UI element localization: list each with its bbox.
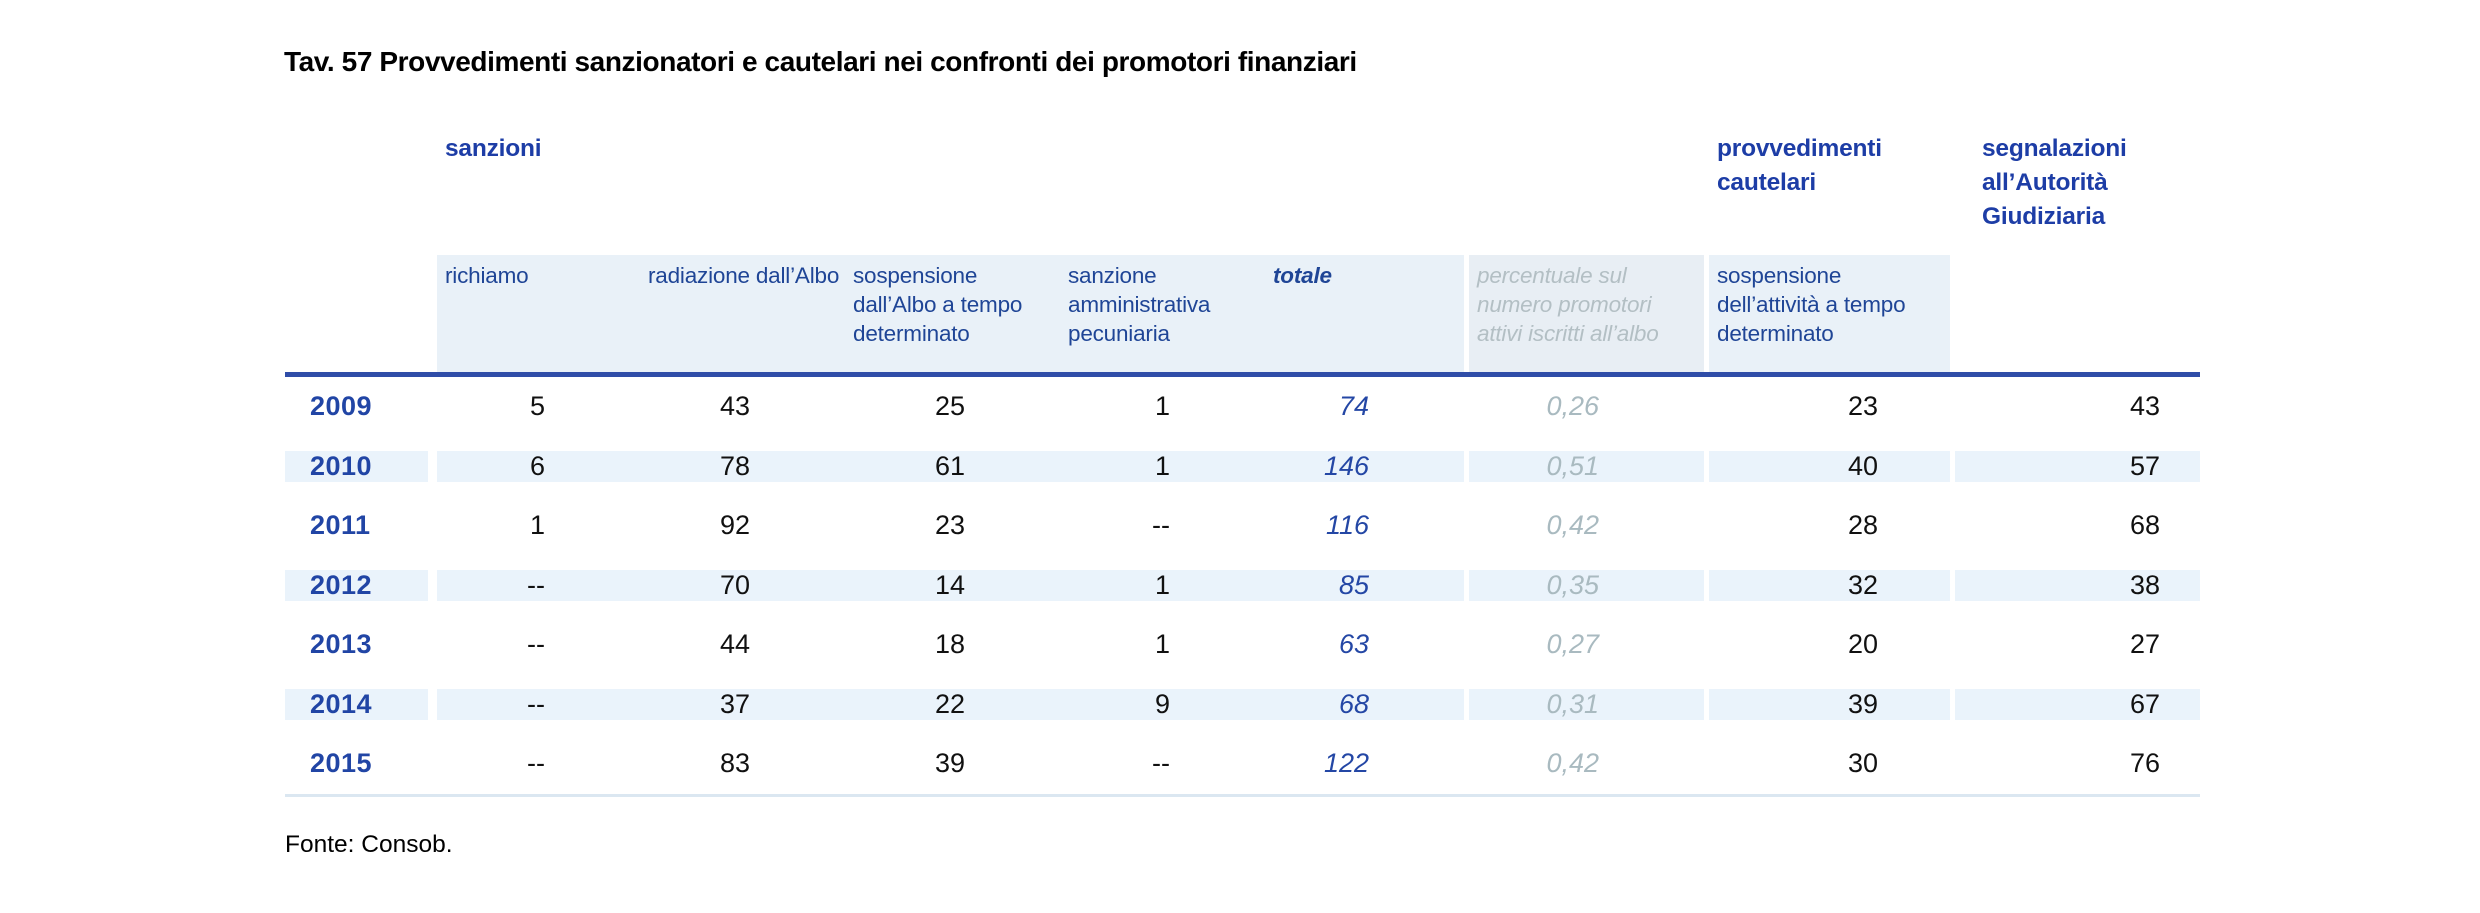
column-header-sospensione-albo: sospensione dall’Albo a tempo determinat… (845, 255, 1060, 372)
radiazione-value: 78 (640, 450, 845, 482)
sanzione-amministrativa-value: 1 (1154, 629, 1170, 660)
sospensione-albo-value: 23 (934, 510, 965, 541)
table-row: 2011 1 92 23 -- 116 0,42 28 68 (285, 496, 2200, 556)
sanctions-table: sanzioni provvedimenti cautelari segnala… (285, 127, 2200, 797)
sanzione-amministrativa-value: 1 (1060, 569, 1265, 601)
year-cell: 2010 (285, 450, 428, 482)
radiazione-value: 70 (640, 569, 845, 601)
table-row: 2013 -- 44 18 1 63 0,27 20 27 (285, 615, 2200, 675)
column-header-sanzione-amministrativa: sanzione amministrativa pecuniaria (1060, 255, 1265, 372)
richiamo-value: 5 (529, 391, 545, 422)
sospensione-albo-value: 22 (845, 688, 1060, 720)
sospensione-attivita-value: 40 (1709, 450, 1950, 482)
radiazione-value: 37 (640, 688, 845, 720)
table-row: 2012 -- 70 14 1 85 0,35 32 38 (285, 556, 2200, 616)
percentuale-value: 0,27 (1546, 629, 1599, 660)
sospensione-albo-value: 25 (934, 391, 965, 422)
segnalazioni-value: 57 (1955, 450, 2200, 482)
group-header-row: sanzioni provvedimenti cautelari segnala… (285, 127, 2200, 255)
year-cell: 2013 (310, 629, 373, 660)
totale-value: 146 (1265, 450, 1464, 482)
year-cell: 2012 (285, 569, 428, 601)
year-cell: 2014 (285, 688, 428, 720)
totale-value: 122 (1323, 748, 1369, 779)
table-row: 2010 6 78 61 1 146 0,51 40 57 (285, 437, 2200, 497)
column-header-row: richiamo radiazione dall’Albo sospension… (285, 255, 2200, 372)
percentuale-value: 0,31 (1469, 688, 1704, 720)
segnalazioni-value: 27 (2129, 629, 2160, 660)
sospensione-attivita-value: 28 (1847, 510, 1878, 541)
percentuale-value: 0,51 (1469, 450, 1704, 482)
column-header-sospensione-attivita: sospensione dell’attività a tempo determ… (1709, 255, 1950, 372)
sospensione-albo-value: 61 (845, 450, 1060, 482)
sospensione-albo-value: 39 (934, 748, 965, 779)
column-header-percentuale: percentuale sul numero promotori attivi … (1469, 255, 1704, 372)
sospensione-albo-value: 14 (845, 569, 1060, 601)
totale-value: 74 (1338, 391, 1369, 422)
source-note: Fonte: Consob. (285, 831, 453, 858)
group-header-segnalazioni: segnalazioni all’Autorità Giudiziaria (1982, 135, 2127, 230)
segnalazioni-value: 67 (1955, 688, 2200, 720)
segnalazioni-value: 76 (2129, 748, 2160, 779)
radiazione-value: 43 (719, 391, 750, 422)
year-cell: 2015 (310, 748, 373, 779)
sospensione-attivita-value: 30 (1847, 748, 1878, 779)
sospensione-attivita-value: 32 (1709, 569, 1950, 601)
segnalazioni-value: 68 (2129, 510, 2160, 541)
totale-value: 85 (1265, 569, 1464, 601)
table-row: 2015 -- 83 39 -- 122 0,42 30 76 (285, 734, 2200, 794)
richiamo-value: 6 (437, 450, 640, 482)
totale-value: 68 (1265, 688, 1464, 720)
totale-value: 116 (1325, 510, 1369, 541)
bottom-rule (285, 793, 2200, 797)
column-header-year-empty (285, 255, 428, 372)
sospensione-attivita-value: 20 (1847, 629, 1878, 660)
segnalazioni-value: 43 (2129, 391, 2160, 422)
year-cell: 2011 (310, 510, 371, 541)
richiamo-value: -- (527, 748, 545, 779)
sanzione-amministrativa-value: 1 (1154, 391, 1170, 422)
group-header-provvedimenti-cautelari: provvedimenti cautelari (1717, 135, 1882, 196)
percentuale-value: 0,42 (1546, 748, 1599, 779)
totale-value: 63 (1338, 629, 1369, 660)
year-cell: 2009 (310, 391, 373, 422)
column-header-totale: totale (1265, 255, 1464, 372)
sanzione-amministrativa-value: -- (1152, 748, 1170, 779)
table-body: 2009 5 43 25 1 74 0,26 23 43 2010 6 78 6… (285, 377, 2200, 794)
percentuale-value: 0,35 (1469, 569, 1704, 601)
column-header-radiazione: radiazione dall’Albo (640, 255, 845, 372)
table-row: 2009 5 43 25 1 74 0,26 23 43 (285, 377, 2200, 437)
richiamo-value: -- (437, 569, 640, 601)
percentuale-value: 0,26 (1546, 391, 1599, 422)
richiamo-value: -- (437, 688, 640, 720)
radiazione-value: 83 (719, 748, 750, 779)
radiazione-value: 44 (719, 629, 750, 660)
sospensione-attivita-value: 23 (1847, 391, 1878, 422)
table-row: 2014 -- 37 22 9 68 0,31 39 67 (285, 675, 2200, 735)
richiamo-value: 1 (529, 510, 545, 541)
sanzione-amministrativa-value: 1 (1060, 450, 1265, 482)
sanzione-amministrativa-value: 9 (1060, 688, 1265, 720)
segnalazioni-value: 38 (1955, 569, 2200, 601)
header-rule (285, 372, 2200, 377)
sanzione-amministrativa-value: -- (1152, 510, 1170, 541)
column-header-richiamo: richiamo (437, 255, 640, 372)
table-title: Tav. 57 Provvedimenti sanzionatori e cau… (284, 46, 1357, 77)
richiamo-value: -- (527, 629, 545, 660)
radiazione-value: 92 (719, 510, 750, 541)
percentuale-value: 0,42 (1546, 510, 1599, 541)
sospensione-attivita-value: 39 (1709, 688, 1950, 720)
group-header-sanzioni: sanzioni (445, 135, 542, 162)
sospensione-albo-value: 18 (934, 629, 965, 660)
